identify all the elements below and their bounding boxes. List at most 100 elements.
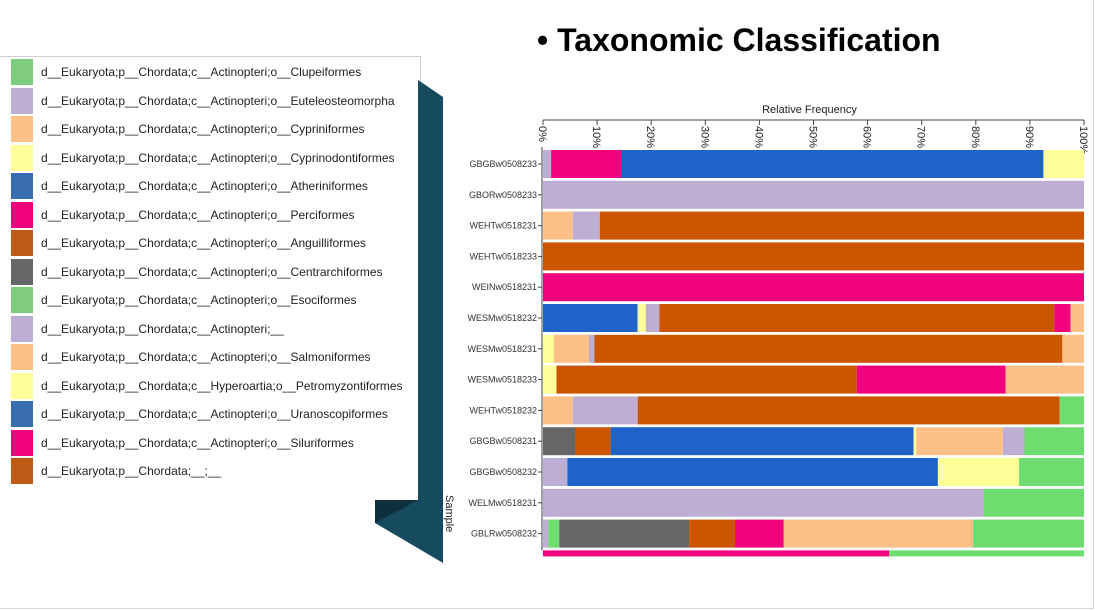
legend-label: d__Eukaryota;p__Chordata;c__Actinopteri;… — [41, 293, 357, 307]
legend-label: d__Eukaryota;p__Chordata;c__Actinopteri;… — [41, 207, 355, 222]
y-axis-title: Sample — [443, 495, 455, 532]
bar-segment — [567, 458, 938, 486]
bar-segment — [1043, 150, 1084, 178]
legend-item: d__Eukaryota;p__Chordata;c__Actinopteri;… — [11, 59, 361, 85]
bar-segment — [1062, 334, 1084, 363]
bar-segment — [543, 180, 1084, 209]
x-tick-label: 100% — [1077, 126, 1089, 154]
legend-item: d__Eukaryota;p__Chordata;__;__ — [11, 458, 221, 484]
bar-segment — [572, 211, 600, 240]
legend-item: d__Eukaryota;p__Chordata;c__Actinopteri;… — [11, 173, 368, 199]
legend-item: d__Eukaryota;p__Chordata;c__Actinopteri;… — [11, 201, 355, 228]
bar-segment — [1002, 427, 1025, 456]
legend-item: d__Eukaryota;p__Chordata;c__Actinopteri;… — [11, 287, 357, 313]
slide-title: • Taxonomic Classification — [537, 22, 941, 59]
bar-segment — [1024, 427, 1084, 456]
legend-swatch — [11, 116, 33, 142]
legend-label: d__Eukaryota;p__Chordata;c__Actinopteri;… — [41, 93, 395, 108]
legend-label: d__Eukaryota;p__Chordata;c__Actinopteri;… — [41, 264, 383, 279]
sample-label: WESMw0518233 — [467, 375, 537, 385]
legend-label: d__Eukaryota;p__Chordata;c__Actinopteri;… — [41, 435, 354, 450]
bar-segment — [659, 304, 1055, 332]
legend-item: d__Eukaryota;p__Chordata;c__Actinopteri;… — [11, 144, 395, 171]
bar-segment — [645, 304, 660, 332]
bar-segment — [594, 334, 1063, 363]
x-axis-title: Relative Frequency — [762, 104, 857, 116]
x-tick-label: 20% — [644, 126, 656, 148]
bar-segment — [1070, 304, 1084, 332]
legend-panel: d__Eukaryota;p__Chordata;c__Actinopteri;… — [0, 56, 421, 497]
sample-label: WEHTw0518231 — [469, 221, 537, 231]
bar-segment — [588, 334, 595, 363]
legend-item: d__Eukaryota;p__Chordata;c__Actinopteri;… — [11, 230, 366, 256]
title-text: Taxonomic Classification — [557, 22, 941, 58]
legend-swatch — [11, 258, 33, 285]
bar-segment — [637, 396, 1060, 425]
bar-segment — [889, 550, 1084, 557]
legend-item: d__Eukaryota;p__Chordata;c__Actinopteri;… — [11, 315, 284, 342]
x-tick-label: 90% — [1023, 126, 1035, 148]
sample-label: WELMw0518231 — [468, 498, 537, 508]
bar-segment — [1054, 304, 1071, 332]
bar-segment — [856, 365, 1006, 394]
x-tick-label: 0% — [536, 126, 548, 142]
legend-label: d__Eukaryota;p__Chordata;c__Actinopteri;… — [41, 65, 362, 79]
bar-segment — [913, 427, 917, 456]
legend-swatch — [11, 144, 33, 171]
sample-label: GBLRw0508232 — [471, 529, 537, 539]
legend-label: d__Eukaryota;p__Chordata;c__Actinopteri;… — [41, 236, 366, 250]
bar-segment — [543, 150, 552, 178]
legend-label: d__Eukaryota;p__Chordata;c__Actinopteri;… — [41, 350, 371, 364]
x-tick-label: 80% — [969, 126, 981, 148]
legend-label: d__Eukaryota;p__Chordata;c__Actinopteri;… — [41, 321, 284, 336]
legend-swatch — [11, 287, 33, 313]
bar-segment — [543, 304, 638, 332]
title-bullet: • — [537, 22, 549, 58]
bar-segment — [610, 427, 914, 456]
chart-axes: Relative Frequency 0% 10% 20% 30% 40% 50% 60% 70… — [443, 104, 1089, 551]
bar-segment — [1019, 458, 1084, 486]
bar-segment — [572, 396, 638, 425]
legend-item: d__Eukaryota;p__Chordata;c__Hyperoartia;… — [11, 372, 403, 399]
chart-bars — [543, 150, 1084, 557]
sample-label: WEHTw0518232 — [469, 405, 537, 415]
bar-segment — [689, 519, 736, 548]
legend-label: d__Eukaryota;p__Chordata;c__Actinopteri;… — [41, 407, 388, 421]
sample-label: WEINw0518231 — [472, 282, 537, 292]
x-tick-label: 60% — [861, 126, 873, 148]
bar-segment — [543, 365, 557, 394]
bar-segment — [575, 427, 611, 456]
legend-swatch — [11, 87, 33, 114]
legend-item: d__Eukaryota;p__Chordata;c__Actinopteri;… — [11, 116, 365, 142]
legend-swatch — [11, 315, 33, 342]
legend-swatch — [11, 401, 33, 427]
x-tick-label: 30% — [698, 126, 710, 148]
x-tick-label: 40% — [752, 126, 764, 148]
x-tick-label: 10% — [590, 126, 602, 148]
legend-swatch — [11, 372, 33, 399]
bar-segment — [637, 304, 646, 332]
legend-swatch — [11, 201, 33, 228]
bar-segment — [937, 458, 1020, 486]
bar-segment — [735, 519, 784, 548]
bar-segment — [783, 519, 974, 548]
legend-label: d__Eukaryota;p__Chordata;c__Actinopteri;… — [41, 150, 395, 165]
legend-item: d__Eukaryota;p__Chordata;c__Actinopteri;… — [11, 344, 371, 370]
bar-segment — [973, 519, 1084, 548]
bar-segment — [548, 519, 560, 548]
legend-label: d__Eukaryota;p__Chordata;c__Actinopteri;… — [41, 122, 365, 136]
sample-label: GBGBw0508232 — [469, 467, 537, 477]
bar-segment — [543, 396, 573, 425]
sample-label: WESMw0518232 — [467, 313, 537, 323]
bar-segment — [916, 427, 1003, 456]
legend-item: d__Eukaryota;p__Chordata;c__Actinopteri;… — [11, 258, 383, 285]
bar-segment — [543, 427, 576, 456]
legend-item: d__Eukaryota;p__Chordata;c__Actinopteri;… — [11, 87, 395, 114]
legend-swatch — [11, 173, 33, 199]
legend-label: d__Eukaryota;p__Chordata;c__Actinopteri;… — [41, 179, 368, 193]
legend-label: d__Eukaryota;p__Chordata;__;__ — [41, 464, 222, 478]
sample-label: GBGBw0508233 — [469, 159, 537, 169]
sample-label: WESMw0518231 — [467, 344, 537, 354]
bar-segment — [551, 150, 622, 178]
legend-item: d__Eukaryota;p__Chordata;c__Actinopteri;… — [11, 401, 388, 427]
